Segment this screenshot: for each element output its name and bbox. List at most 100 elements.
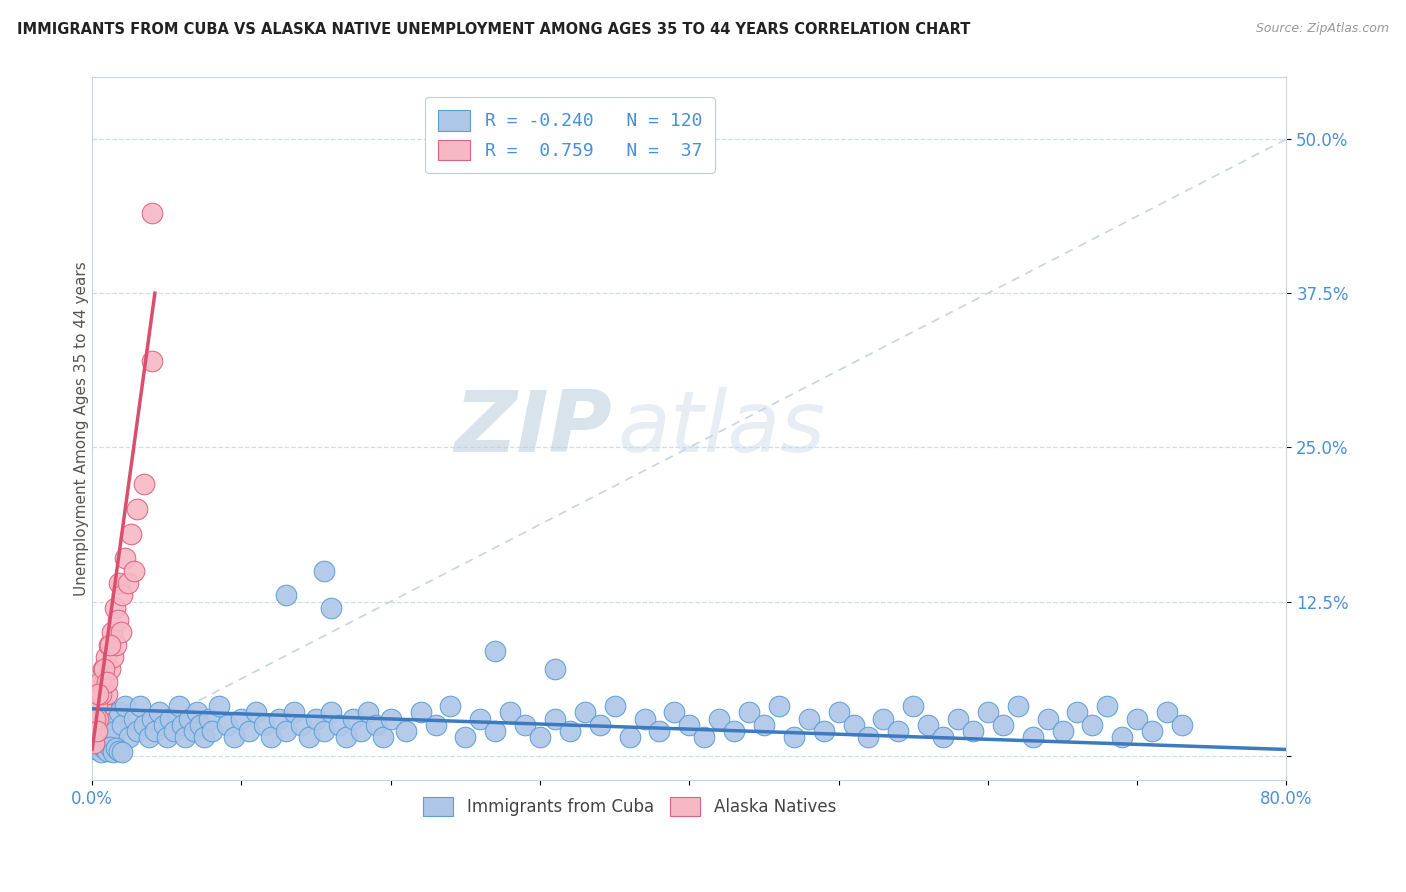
Point: [107, 613, 129, 627]
Point: [93, 674, 115, 689]
Point: [141, 712, 163, 726]
Point: [783, 730, 806, 744]
Point: [439, 699, 461, 714]
Point: [111, 588, 134, 602]
Point: [201, 723, 224, 738]
Point: [93, 662, 115, 676]
Point: [114, 699, 136, 714]
Point: [1081, 718, 1104, 732]
Point: [827, 706, 849, 720]
Point: [94, 650, 117, 665]
Point: [86, 723, 108, 738]
Point: [89, 687, 111, 701]
Point: [709, 712, 731, 726]
Point: [122, 564, 145, 578]
Point: [96, 674, 118, 689]
Point: [298, 730, 321, 744]
Point: [84, 742, 107, 756]
Point: [1126, 712, 1149, 726]
Point: [305, 712, 328, 726]
Point: [117, 576, 139, 591]
Point: [283, 706, 305, 720]
Point: [342, 712, 364, 726]
Text: atlas: atlas: [617, 387, 825, 470]
Point: [118, 730, 141, 744]
Point: [290, 718, 312, 732]
Point: [208, 699, 231, 714]
Point: [350, 723, 373, 738]
Point: [328, 718, 350, 732]
Point: [159, 712, 181, 726]
Point: [470, 712, 492, 726]
Point: [903, 699, 925, 714]
Point: [932, 730, 955, 744]
Point: [1052, 723, 1074, 738]
Point: [98, 739, 121, 754]
Point: [83, 736, 105, 750]
Point: [183, 723, 205, 738]
Point: [1021, 730, 1043, 744]
Point: [1097, 699, 1119, 714]
Point: [267, 712, 290, 726]
Point: [98, 638, 121, 652]
Point: [141, 354, 163, 368]
Point: [946, 712, 969, 726]
Point: [738, 706, 761, 720]
Point: [529, 730, 551, 744]
Point: [138, 730, 160, 744]
Point: [215, 718, 238, 732]
Point: [858, 730, 880, 744]
Point: [108, 744, 131, 758]
Point: [574, 706, 596, 720]
Text: ZIP: ZIP: [454, 387, 612, 470]
Point: [103, 600, 125, 615]
Point: [111, 745, 134, 759]
Point: [101, 650, 124, 665]
Point: [276, 588, 298, 602]
Point: [110, 625, 132, 640]
Point: [173, 730, 195, 744]
Point: [603, 699, 626, 714]
Point: [589, 718, 612, 732]
Point: [167, 699, 190, 714]
Point: [962, 723, 984, 738]
Point: [364, 718, 387, 732]
Point: [768, 699, 790, 714]
Point: [1036, 712, 1059, 726]
Point: [633, 712, 655, 726]
Point: [276, 723, 298, 738]
Text: IMMIGRANTS FROM CUBA VS ALASKA NATIVE UNEMPLOYMENT AMONG AGES 35 TO 44 YEARS COR: IMMIGRANTS FROM CUBA VS ALASKA NATIVE UN…: [17, 22, 970, 37]
Point: [91, 662, 114, 676]
Point: [103, 723, 125, 738]
Point: [1007, 699, 1029, 714]
Point: [84, 723, 107, 738]
Point: [170, 718, 193, 732]
Point: [544, 662, 567, 676]
Point: [312, 564, 335, 578]
Point: [105, 638, 128, 652]
Point: [1156, 706, 1178, 720]
Point: [108, 576, 131, 591]
Point: [484, 723, 506, 738]
Point: [312, 723, 335, 738]
Point: [186, 706, 208, 720]
Point: [105, 741, 128, 756]
Point: [619, 730, 641, 744]
Point: [96, 687, 118, 701]
Point: [917, 718, 939, 732]
Point: [179, 712, 201, 726]
Point: [148, 706, 170, 720]
Point: [90, 687, 112, 701]
Point: [499, 706, 522, 720]
Point: [96, 730, 118, 744]
Point: [97, 638, 120, 652]
Point: [143, 723, 166, 738]
Point: [409, 706, 432, 720]
Point: [84, 712, 107, 726]
Point: [90, 745, 112, 759]
Point: [87, 712, 110, 726]
Point: [86, 699, 108, 714]
Point: [425, 718, 447, 732]
Point: [108, 706, 131, 720]
Point: [141, 206, 163, 220]
